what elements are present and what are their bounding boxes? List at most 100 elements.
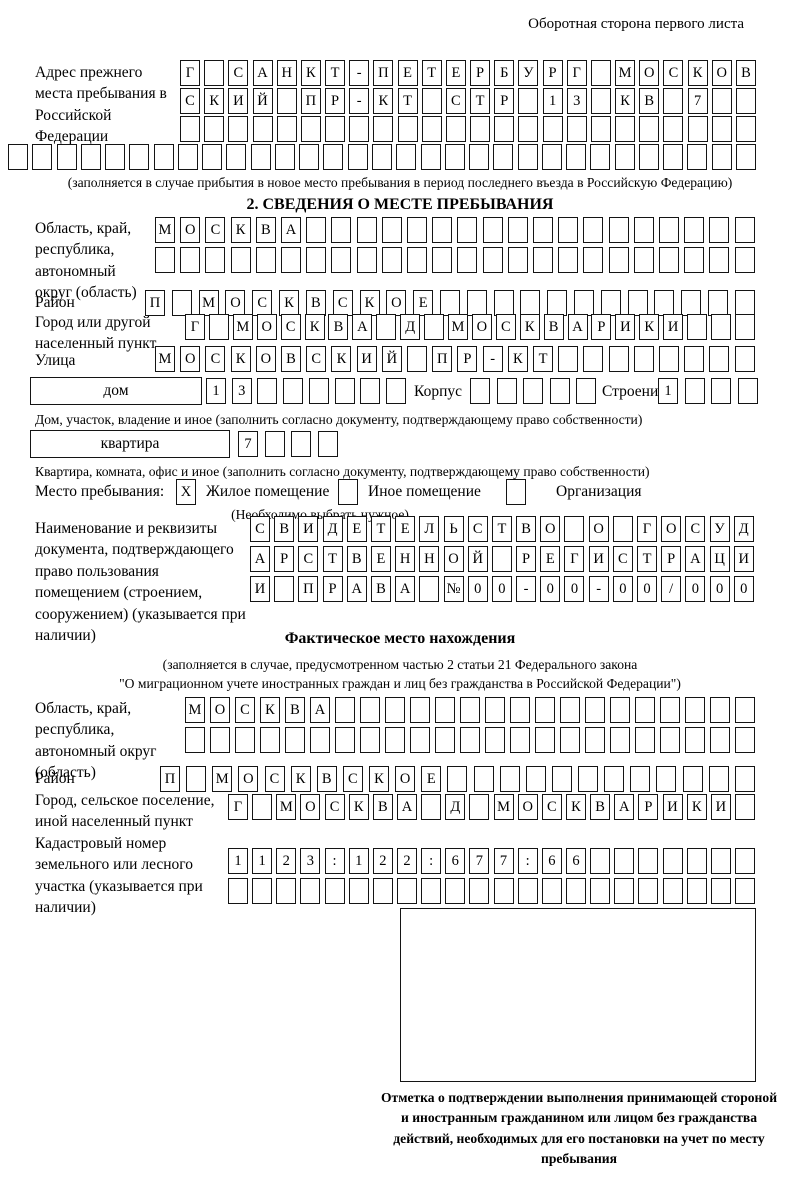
char-box — [610, 697, 630, 723]
char-box — [334, 378, 355, 404]
char-box: В — [372, 794, 393, 820]
char-box: 7 — [469, 848, 490, 874]
char-box: : — [324, 848, 345, 874]
char-box: П — [373, 60, 394, 86]
char-box — [734, 247, 755, 273]
char-box — [469, 878, 490, 904]
char-box: С — [445, 88, 466, 114]
char-box — [310, 727, 330, 753]
char-box — [558, 247, 579, 273]
char-box — [565, 878, 586, 904]
fact-title: Фактическое место нахождения — [284, 630, 516, 647]
char-box — [385, 697, 405, 723]
char-box: В — [316, 766, 337, 792]
char-box — [533, 247, 554, 273]
char-box: Г — [185, 314, 205, 340]
char-box: 1 — [658, 378, 678, 404]
kadastr-label: Кадастровый номер земельного или лесного… — [35, 835, 203, 917]
char-box — [264, 431, 285, 457]
char-box — [590, 88, 611, 114]
char-box: Г — [180, 60, 200, 86]
char-box: С — [324, 794, 345, 820]
char-box: 6 — [445, 848, 466, 874]
mesto-label: Место пребывания: — [35, 483, 165, 500]
char-box: В — [281, 346, 302, 372]
char-box: С — [342, 766, 363, 792]
char-box: Е — [413, 290, 434, 316]
char-box — [551, 766, 572, 792]
char-box — [686, 878, 707, 904]
stroenie-cells: 1 — [658, 378, 758, 404]
char-box — [687, 144, 708, 170]
char-box: С — [205, 346, 226, 372]
char-box — [604, 766, 625, 792]
char-box — [735, 144, 756, 170]
char-box — [499, 766, 520, 792]
char-box — [558, 346, 579, 372]
char-box: 0 — [540, 576, 561, 602]
char-box — [737, 378, 758, 404]
char-box — [583, 247, 604, 273]
stamp-box — [400, 908, 756, 1082]
char-box — [686, 848, 707, 874]
char-box — [710, 878, 731, 904]
char-box — [585, 697, 605, 723]
char-box — [614, 848, 635, 874]
char-box — [659, 217, 680, 243]
char-box — [627, 290, 648, 316]
char-box: 0 — [467, 576, 488, 602]
char-box — [564, 516, 585, 542]
char-box: К — [279, 290, 300, 316]
char-box — [635, 697, 655, 723]
char-box — [276, 878, 297, 904]
char-box — [325, 116, 346, 142]
char-box: П — [432, 346, 453, 372]
char-box — [735, 116, 756, 142]
char-box: Т — [370, 516, 391, 542]
char-box — [421, 116, 442, 142]
char-box: И — [250, 576, 270, 602]
char-box: И — [663, 314, 684, 340]
char-box: Р — [516, 546, 537, 572]
char-box — [419, 576, 440, 602]
char-box — [32, 144, 53, 170]
char-box — [685, 727, 705, 753]
kvartira-note: Квартира, комната, офис и иное (заполнит… — [35, 464, 650, 479]
char-box — [635, 727, 655, 753]
char-box — [542, 116, 563, 142]
char-box — [608, 346, 629, 372]
char-box: Е — [445, 60, 466, 86]
char-box — [493, 144, 514, 170]
char-box: О — [540, 516, 561, 542]
char-box — [283, 378, 304, 404]
char-box — [252, 116, 273, 142]
char-box: О — [180, 346, 201, 372]
char-box: О — [255, 346, 276, 372]
char-box: Р — [638, 794, 659, 820]
char-box: Ь — [443, 516, 464, 542]
char-box — [662, 878, 683, 904]
char-box: Р — [494, 88, 515, 114]
char-box — [397, 116, 418, 142]
char-box — [709, 247, 730, 273]
char-box — [614, 144, 635, 170]
char-box: С — [252, 290, 273, 316]
char-box: С — [180, 88, 200, 114]
stroenie-label: Строение — [602, 383, 666, 400]
char-box: 0 — [709, 576, 730, 602]
char-box — [630, 766, 651, 792]
char-box — [533, 217, 554, 243]
char-box — [510, 697, 530, 723]
char-box: О — [588, 516, 609, 542]
char-box: 3 — [566, 88, 587, 114]
char-box — [615, 116, 636, 142]
char-box — [735, 727, 755, 753]
char-box: К — [359, 290, 380, 316]
char-box — [560, 697, 580, 723]
char-box — [470, 378, 490, 404]
char-box: Е — [346, 516, 367, 542]
gorod-label: Город или другой населенный пункт — [35, 314, 157, 353]
fact-oblast-row-2 — [185, 727, 755, 753]
